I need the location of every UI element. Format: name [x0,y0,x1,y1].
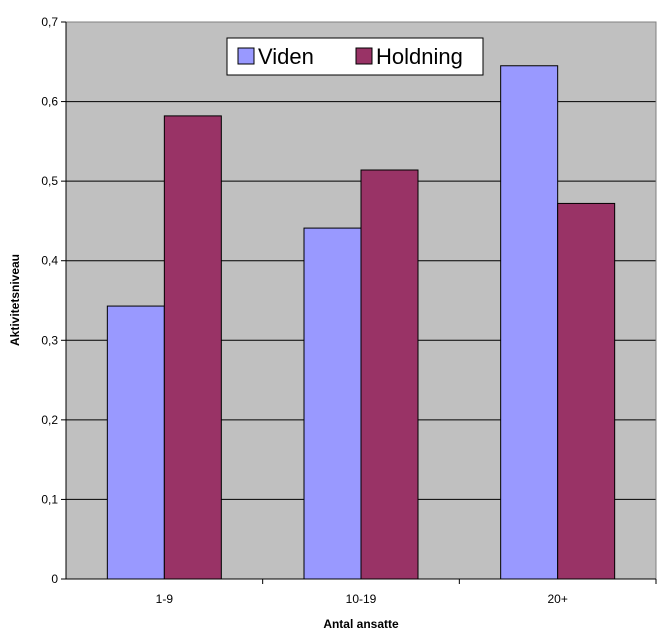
y-tick-label: 0,1 [41,492,58,506]
y-tick-label: 0,5 [41,174,58,188]
bar-holdning-20+ [557,202,616,580]
legend-swatch-viden [237,47,255,65]
axes [61,21,657,584]
bar-viden-20+ [500,65,559,580]
legend: Viden Holdning [226,37,484,76]
legend-box [226,37,484,76]
legend-label-holdning: Holdning [376,44,463,69]
x-axis-title: Antal ansatte [323,617,399,631]
y-tick-label: 0,4 [41,254,58,268]
x-tick-labels: 1-9 10-19 20+ [156,592,568,606]
y-tick-labels: 0 0,1 0,2 0,3 0,4 0,5 0,6 0,7 [41,15,58,586]
x-tick-label: 1-9 [156,592,174,606]
bar-viden-1-9 [106,305,165,580]
y-tick-label: 0 [51,572,58,586]
y-tick-label: 0,6 [41,95,58,109]
y-tick-label: 0,7 [41,15,58,29]
legend-label-viden: Viden [258,44,314,69]
bar-viden-10-19 [303,227,362,580]
bar-holdning-10-19 [360,169,419,580]
y-tick-label: 0,3 [41,333,58,347]
x-tick-label: 20+ [547,592,567,606]
y-axis-title: Aktivitetsniveau [8,254,22,346]
bars [106,65,616,580]
bar-holdning-1-9 [163,115,222,580]
legend-swatch-holdning [355,47,373,65]
y-tick-label: 0,2 [41,413,58,427]
x-tick-label: 10-19 [346,592,377,606]
